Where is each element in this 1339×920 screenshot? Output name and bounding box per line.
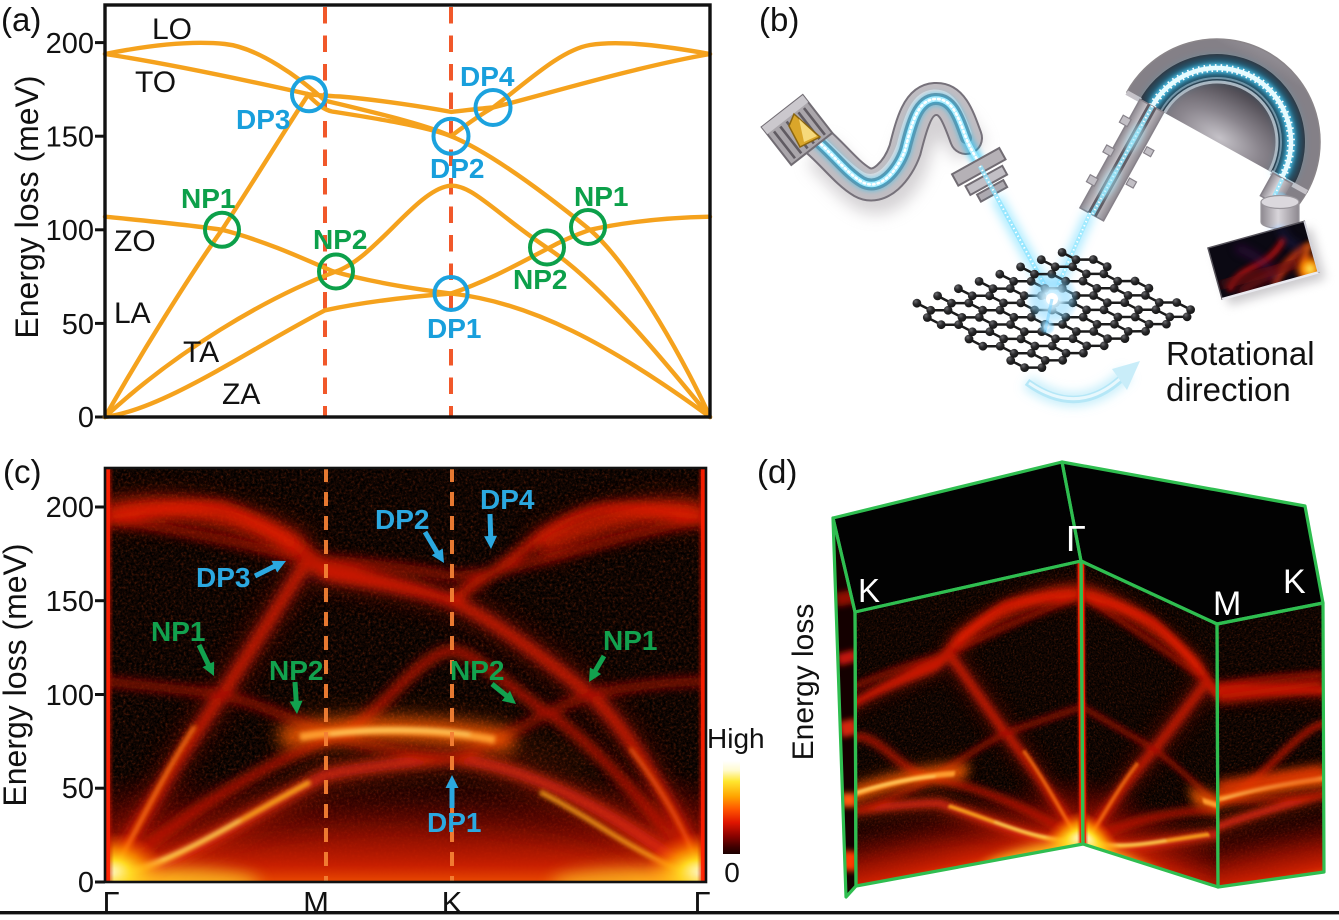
svg-text:(a): (a): [1, 1, 41, 38]
svg-text:DP1: DP1: [427, 313, 481, 344]
svg-text:K: K: [442, 885, 463, 920]
svg-text:100: 100: [46, 215, 94, 247]
svg-text:Rotational: Rotational: [1166, 335, 1315, 372]
svg-text:DP2: DP2: [430, 153, 484, 184]
svg-text:Energy loss (meV): Energy loss (meV): [0, 543, 33, 806]
svg-text:Energy loss: Energy loss: [787, 604, 820, 761]
svg-text:NP1: NP1: [603, 625, 657, 656]
svg-text:M: M: [1213, 585, 1241, 623]
svg-text:0: 0: [78, 867, 94, 899]
svg-text:DP1: DP1: [427, 807, 481, 838]
svg-text:200: 200: [46, 28, 94, 60]
svg-text:ZA: ZA: [222, 378, 260, 411]
svg-text:LA: LA: [114, 297, 151, 330]
svg-text:DP3: DP3: [236, 104, 290, 135]
svg-text:TA: TA: [183, 336, 219, 369]
svg-text:200: 200: [46, 492, 94, 524]
svg-text:NP2: NP2: [513, 264, 567, 295]
svg-text:NP1: NP1: [151, 616, 205, 647]
svg-text:(d): (d): [757, 453, 797, 490]
svg-text:K: K: [1283, 563, 1306, 601]
svg-text:150: 150: [46, 122, 94, 154]
svg-text:NP2: NP2: [269, 655, 323, 686]
svg-text:NP2: NP2: [450, 655, 504, 686]
svg-text:DP2: DP2: [375, 504, 429, 535]
svg-text:TO: TO: [135, 66, 176, 99]
svg-text:Γ: Γ: [102, 885, 119, 920]
svg-text:ZO: ZO: [114, 225, 156, 258]
svg-text:150: 150: [46, 586, 94, 618]
svg-text:direction: direction: [1166, 371, 1291, 408]
svg-text:NP1: NP1: [574, 181, 628, 212]
svg-text:50: 50: [62, 309, 94, 341]
svg-text:K: K: [858, 572, 880, 609]
svg-text:Γ: Γ: [1066, 518, 1086, 559]
svg-text:DP4: DP4: [460, 61, 515, 92]
svg-text:50: 50: [62, 773, 94, 805]
svg-text:DP4: DP4: [480, 484, 535, 515]
svg-text:High: High: [707, 723, 765, 754]
svg-text:NP1: NP1: [181, 183, 235, 214]
svg-text:(b): (b): [759, 1, 799, 38]
svg-text:M: M: [303, 885, 329, 920]
svg-text:Γ: Γ: [693, 885, 710, 920]
svg-text:0: 0: [724, 857, 740, 888]
svg-text:(c): (c): [3, 453, 41, 490]
svg-text:NP2: NP2: [313, 224, 367, 255]
svg-text:Energy loss (meV): Energy loss (meV): [9, 75, 45, 338]
svg-text:0: 0: [78, 402, 94, 434]
svg-text:DP3: DP3: [196, 562, 250, 593]
svg-text:100: 100: [46, 680, 94, 712]
svg-text:LO: LO: [152, 13, 192, 46]
